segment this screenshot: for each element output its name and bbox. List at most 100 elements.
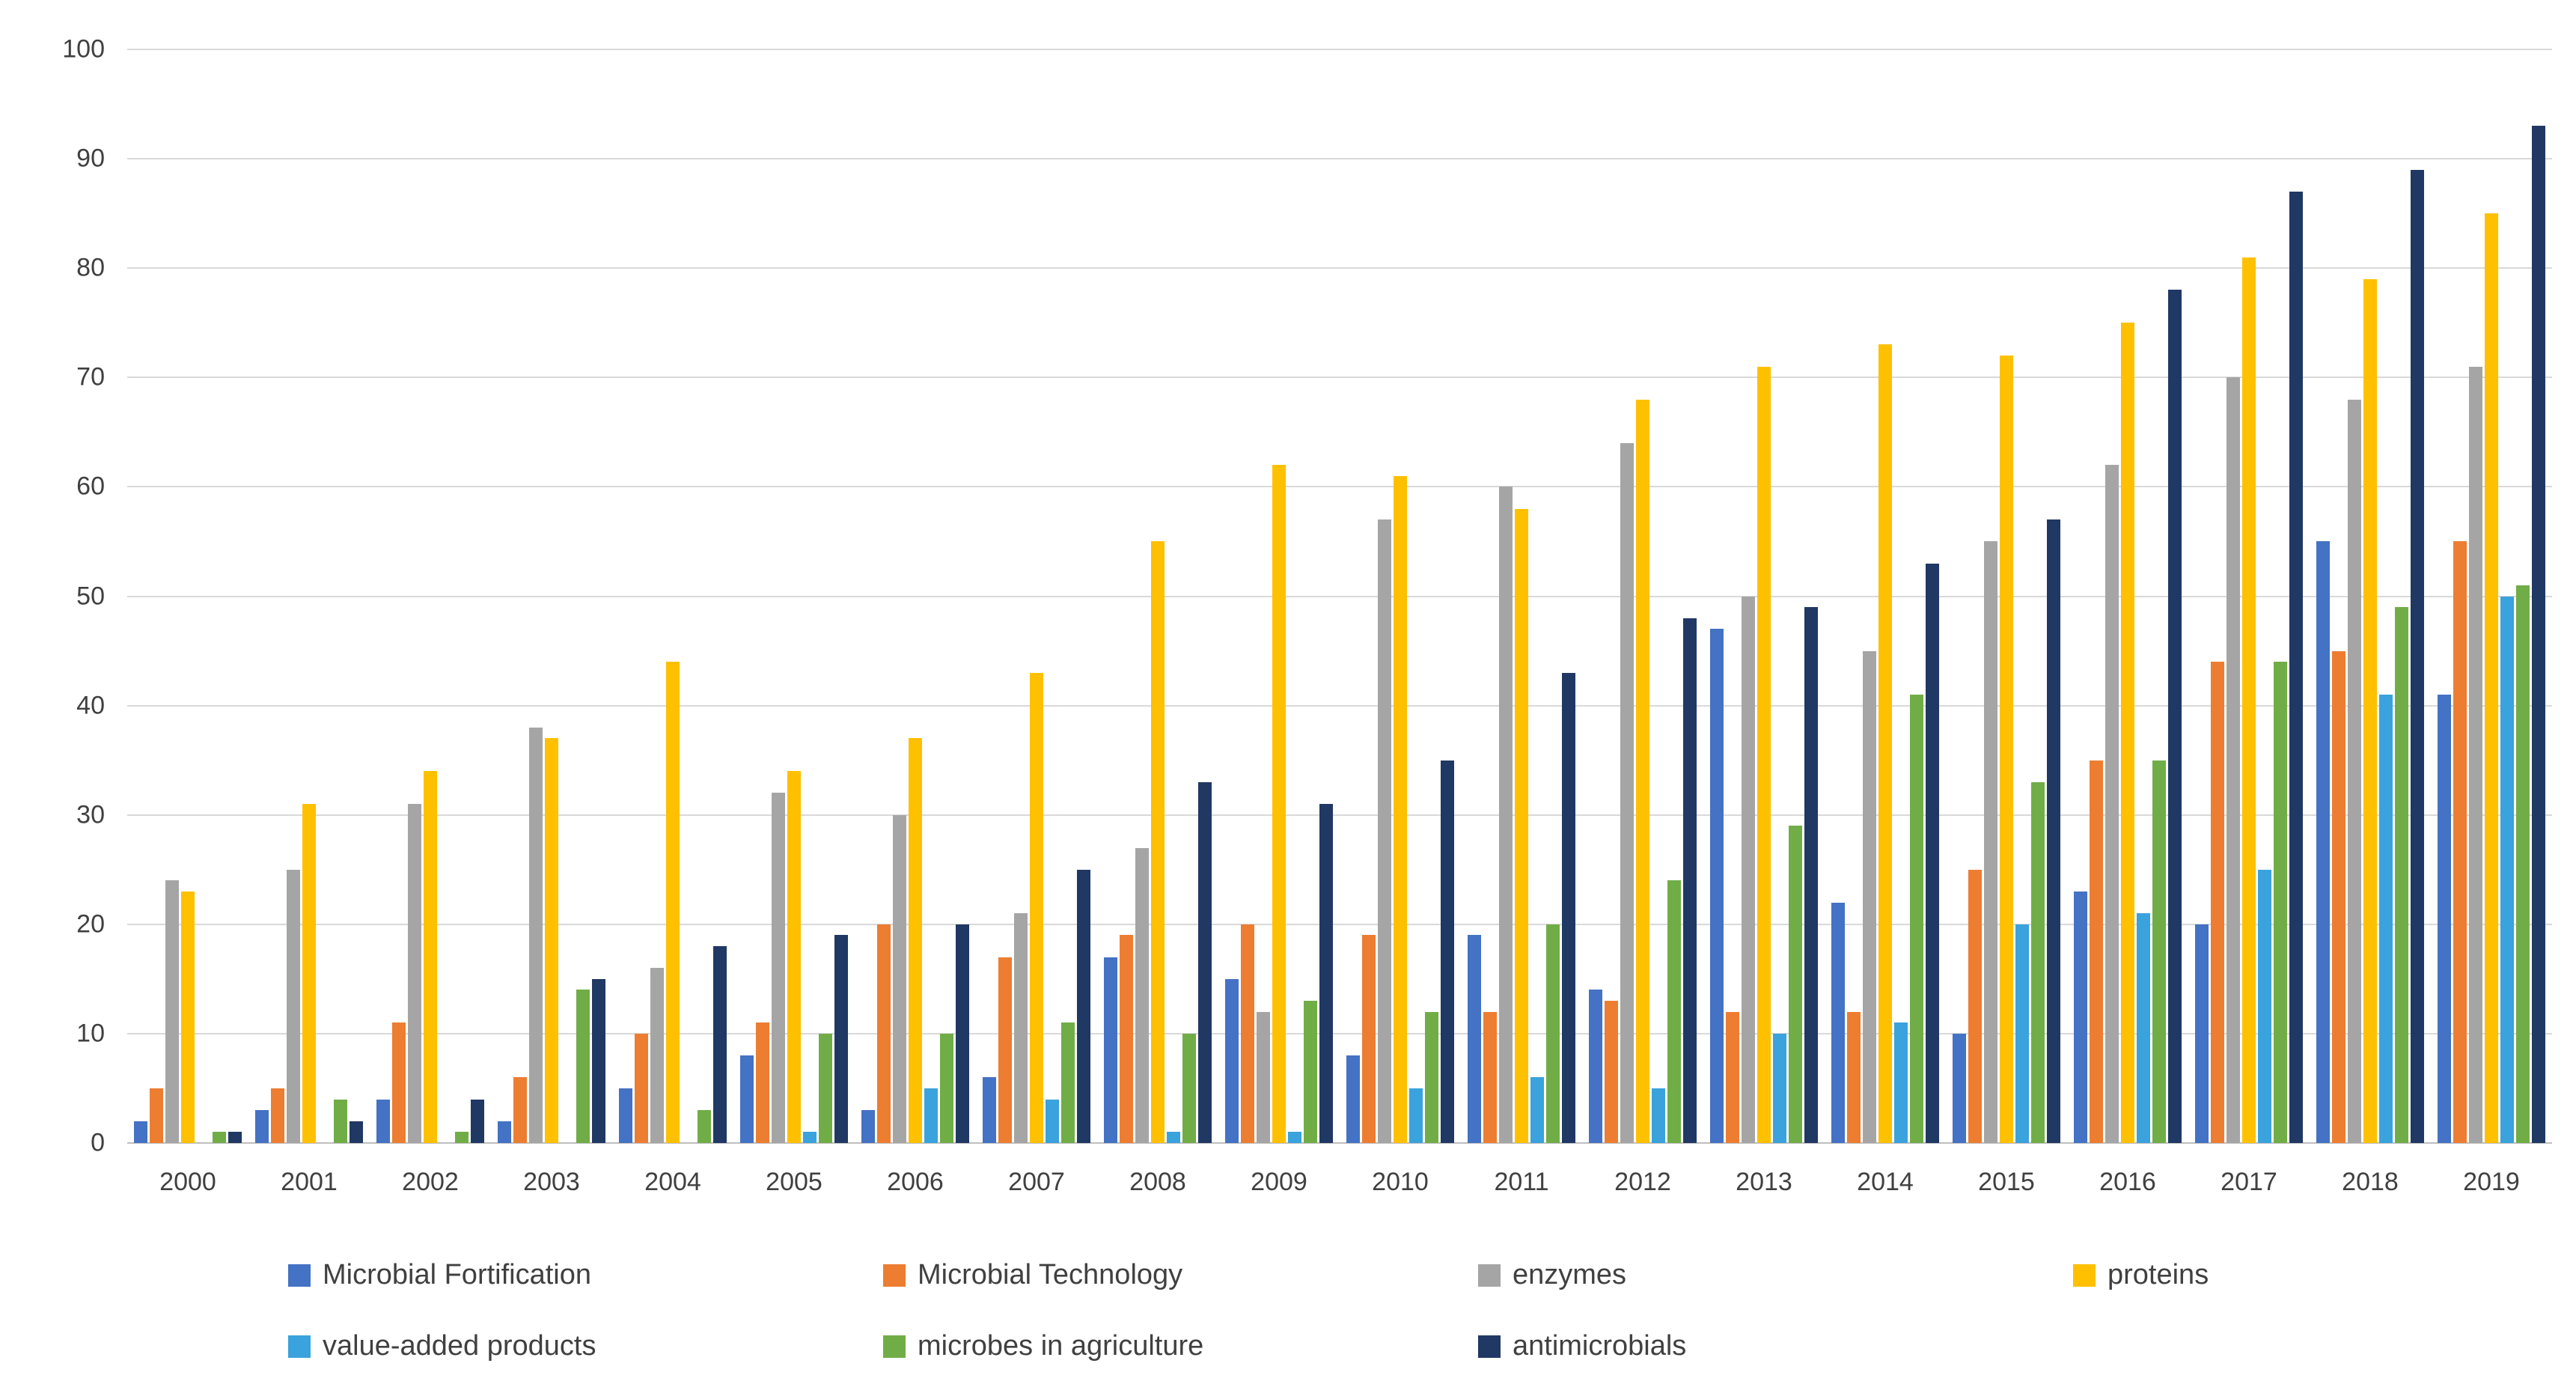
bar [1225, 978, 1239, 1143]
bar [1319, 804, 1333, 1143]
bar [698, 1110, 711, 1143]
bar [1030, 672, 1043, 1143]
bar [2242, 257, 2256, 1143]
bar-group-2002 [370, 49, 491, 1143]
legend-item: Microbial Technology [883, 1259, 1478, 1291]
bar [1468, 935, 1481, 1143]
bar [2015, 924, 2029, 1143]
bar [1272, 465, 1286, 1143]
bar [2500, 596, 2514, 1143]
bar [1182, 1033, 1196, 1143]
legend-marker-icon [288, 1335, 311, 1358]
x-tick-label: 2008 [1129, 1168, 1186, 1196]
bar [376, 1099, 390, 1143]
bar [424, 771, 437, 1143]
bar [1562, 672, 1575, 1143]
bar [2395, 607, 2408, 1143]
x-tick-label: 2007 [1008, 1168, 1065, 1196]
bar [165, 880, 179, 1143]
bar [2211, 662, 2224, 1143]
bar [2316, 541, 2330, 1143]
legend-item: value-added products [288, 1330, 883, 1362]
legend-label: Microbial Technology [918, 1259, 1183, 1290]
legend: Microbial Fortification Microbial Technol… [288, 1259, 2576, 1362]
bar [2453, 541, 2467, 1143]
legend-label: microbes in agriculture [918, 1330, 1204, 1362]
bar [545, 738, 558, 1143]
legend-label: antimicrobials [1513, 1330, 1687, 1362]
bar [1773, 1033, 1786, 1143]
bar [2438, 695, 2451, 1143]
bar [2195, 924, 2209, 1143]
x-axis: 2000 2001 2002 2003 2004 2005 2006 2007 2008 2009… [127, 1168, 2552, 1197]
bar [2137, 913, 2150, 1143]
bar [1831, 902, 1845, 1143]
y-tick-label: 90 [76, 144, 105, 173]
bar [1425, 1011, 1438, 1143]
bar [2152, 760, 2166, 1143]
bar [1120, 935, 1133, 1143]
bar [877, 924, 891, 1143]
x-tick-label: 2006 [887, 1168, 944, 1196]
bar [271, 1088, 284, 1143]
bar-group-2018 [2310, 49, 2431, 1143]
legend-item: antimicrobials [1478, 1330, 2073, 1362]
bar [1984, 541, 1997, 1143]
x-tick-label: 2016 [2099, 1168, 2156, 1196]
legend-marker-icon [2073, 1264, 2096, 1287]
bar [334, 1099, 347, 1143]
gridline-90 [127, 158, 2552, 160]
bar [1394, 475, 1407, 1143]
bar [861, 1110, 875, 1143]
x-tick-label: 2004 [644, 1168, 701, 1196]
bar [1910, 695, 1923, 1143]
gridline-80 [127, 267, 2552, 269]
x-tick-label: 2019 [2463, 1168, 2520, 1196]
bar [1499, 487, 1513, 1143]
bar [2532, 126, 2545, 1143]
bar [1198, 781, 1212, 1143]
bar [1441, 760, 1454, 1143]
bar-group-2016 [2067, 49, 2188, 1143]
bar [592, 978, 605, 1143]
y-tick-label: 100 [62, 34, 105, 64]
bar-group-2013 [1703, 49, 1825, 1143]
bar [909, 738, 922, 1143]
x-tick-label: 2014 [1857, 1168, 1914, 1196]
bar [2090, 760, 2103, 1143]
bar [1742, 596, 1755, 1143]
bar [1362, 935, 1376, 1143]
bar [1804, 607, 1818, 1143]
bar [1726, 1011, 1739, 1143]
bar [1589, 990, 1602, 1143]
gridline-20 [127, 923, 2552, 925]
bar [1409, 1088, 1423, 1143]
bar [1926, 563, 1939, 1143]
gridline-100 [127, 49, 2552, 50]
bar [2485, 213, 2498, 1143]
y-tick-label: 20 [76, 909, 105, 939]
bar [2411, 169, 2424, 1143]
bar-group-2010 [1340, 49, 1461, 1143]
bar [1104, 957, 1117, 1143]
bar [529, 727, 543, 1143]
bar [1847, 1011, 1861, 1143]
bar [350, 1121, 363, 1143]
bar [772, 793, 785, 1143]
bar [666, 662, 680, 1143]
bar [1288, 1132, 1301, 1143]
legend-label: value-added products [323, 1330, 596, 1362]
x-tick-label: 2010 [1372, 1168, 1429, 1196]
bar [1667, 880, 1681, 1143]
bar [893, 814, 906, 1143]
gridline-0 [127, 1142, 2552, 1144]
bar [392, 1022, 406, 1143]
bar-group-2004 [612, 49, 733, 1143]
bar [940, 1033, 953, 1143]
x-tick-label: 2002 [402, 1168, 459, 1196]
bar [1135, 847, 1149, 1143]
bar-group-2000 [127, 49, 248, 1143]
gridline-30 [127, 814, 2552, 816]
bar [1878, 344, 1892, 1143]
